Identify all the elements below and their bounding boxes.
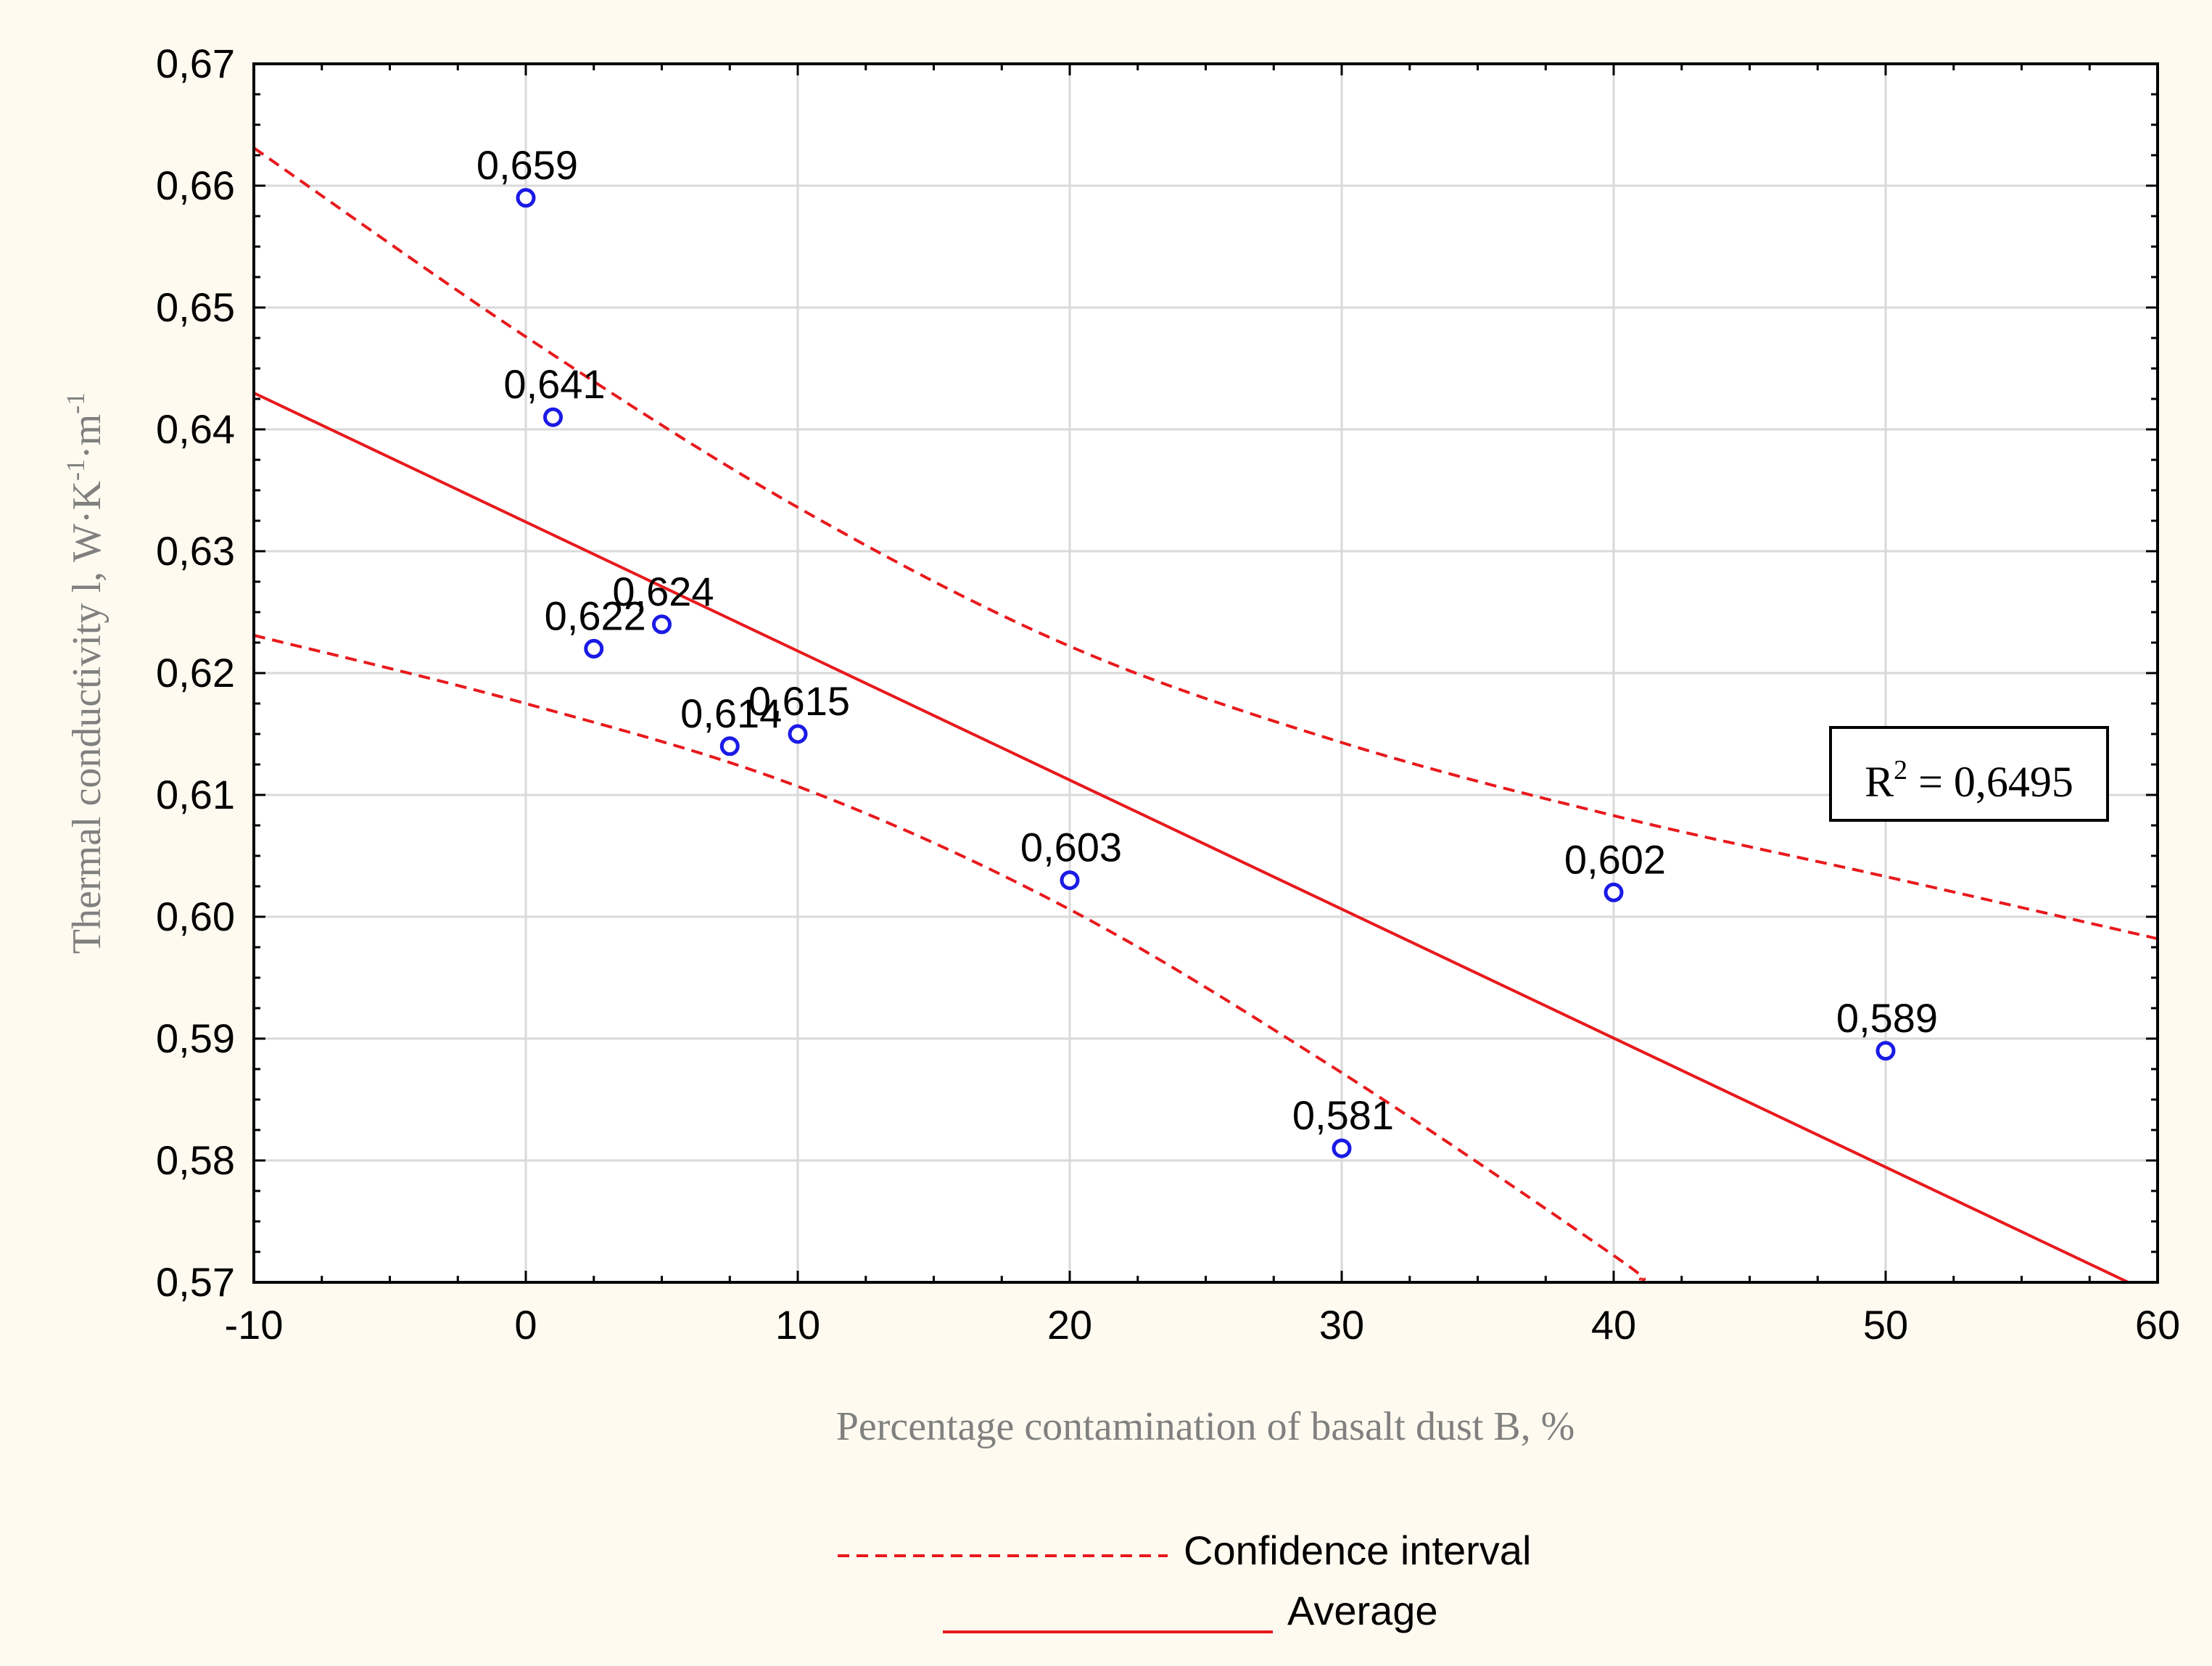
confidence-interval-upper-line bbox=[254, 147, 2158, 941]
y-tick-label: 0,62 bbox=[156, 650, 235, 696]
y-tick-label: 0,57 bbox=[156, 1259, 235, 1305]
regression-average-line bbox=[254, 391, 2132, 1282]
y-tick-label: 0,66 bbox=[156, 162, 235, 208]
x-tick-label: 20 bbox=[1047, 1302, 1092, 1348]
x-tick-label: 0 bbox=[514, 1302, 537, 1348]
data-point-marker bbox=[516, 188, 536, 208]
data-point-marker bbox=[652, 614, 672, 635]
data-point-marker bbox=[1060, 870, 1080, 891]
data-point-marker bbox=[543, 407, 563, 427]
regression-line-group bbox=[254, 391, 2132, 1282]
y-axis-label-unit-mid: ·m bbox=[65, 414, 110, 459]
x-tick-label: 40 bbox=[1591, 1302, 1636, 1348]
data-point-label: 0,581 bbox=[1292, 1092, 1394, 1138]
y-tick-label: 0,61 bbox=[156, 772, 235, 817]
x-tick-label: -10 bbox=[225, 1302, 284, 1348]
y-tick-label: 0,63 bbox=[156, 528, 235, 574]
y-tick-label: 0,58 bbox=[156, 1137, 235, 1183]
data-point-label: 0,641 bbox=[503, 361, 605, 407]
r-squared-value: = 0,6495 bbox=[1907, 758, 2073, 806]
data-point-label: 0,602 bbox=[1564, 836, 1666, 882]
x-tick-label: 10 bbox=[775, 1302, 820, 1348]
y-tick-labels: 0,57 0,58 0,59 0,60 0,61 0,62 0,63 0,64 0,65 0,66… bbox=[156, 41, 235, 1305]
r-squared-box-frame bbox=[1829, 726, 2109, 822]
data-point-marker bbox=[1332, 1138, 1352, 1158]
x-axis-label: Percentage contamination of basalt dust … bbox=[836, 1404, 1575, 1449]
data-point-label: 0,659 bbox=[476, 142, 578, 188]
y-tick-label: 0,65 bbox=[156, 284, 235, 330]
y-tick-label: 0,59 bbox=[156, 1015, 235, 1061]
grid-lines bbox=[254, 64, 2158, 1282]
data-point-marker bbox=[584, 638, 604, 659]
data-point-label: 0,589 bbox=[1836, 995, 1938, 1041]
data-point-label: 0,615 bbox=[748, 678, 850, 724]
y-tick-label: 0,60 bbox=[156, 894, 235, 939]
confidence-interval-lower-line bbox=[254, 633, 1646, 1282]
y-tick-label: 0,64 bbox=[156, 406, 235, 452]
data-point-label: 0,622 bbox=[545, 593, 646, 638]
x-tick-label: 30 bbox=[1319, 1302, 1364, 1348]
plot-frame bbox=[252, 62, 2159, 1284]
data-point-marker bbox=[1604, 882, 1624, 902]
data-point-marker bbox=[719, 736, 740, 756]
r-squared-box: R2 = 0,6495 bbox=[1829, 726, 2109, 822]
y-axis-label-unit: W·K bbox=[65, 481, 110, 562]
x-tick-labels: -10 0 10 20 30 40 50 60 bbox=[225, 1302, 2181, 1348]
x-tick-label: 60 bbox=[2135, 1302, 2180, 1348]
r-squared-label: R2 = 0,6495 bbox=[1865, 755, 2073, 806]
y-axis-label-symbol: l bbox=[65, 582, 110, 593]
y-axis-label: Thermal conductivity l, W·K-1·m-1 bbox=[61, 392, 110, 954]
data-point-label: 0,614 bbox=[680, 690, 782, 736]
data-point-marker bbox=[788, 724, 808, 744]
data-point-label: 0,603 bbox=[1020, 825, 1122, 870]
r-squared-r: R bbox=[1865, 758, 1894, 806]
data-point-label: 0,624 bbox=[612, 569, 714, 614]
x-tick-label: 50 bbox=[1863, 1302, 1908, 1348]
y-axis-label-exp2: -1 bbox=[61, 392, 90, 414]
y-tick-label: 0,67 bbox=[156, 41, 235, 86]
confidence-interval-lines bbox=[254, 147, 2158, 1282]
legend-label-average: Average bbox=[1287, 1588, 1438, 1633]
y-axis-label-quantity: Thermal conductivity bbox=[65, 603, 110, 954]
r-squared-exp: 2 bbox=[1894, 755, 1907, 785]
legend: Confidence interval Average bbox=[838, 1527, 1531, 1633]
legend-label-confidence-interval: Confidence interval bbox=[1184, 1527, 1531, 1573]
data-point-marker bbox=[1875, 1041, 1896, 1061]
y-axis-label-exp1: -1 bbox=[61, 459, 90, 481]
